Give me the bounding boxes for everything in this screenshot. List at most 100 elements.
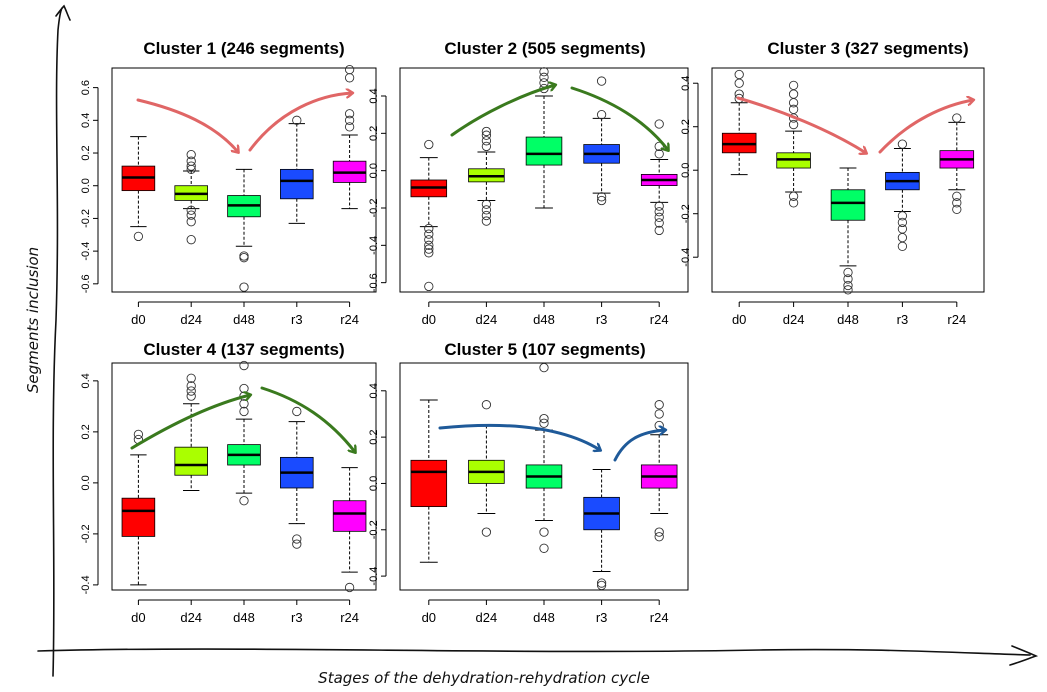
- panel-3: Cluster 3 (327 segments) -0.4 -0.2 0.0 0.2 0.…: [680, 39, 985, 327]
- outlier-point: [952, 191, 962, 201]
- plot-frame: [711, 67, 985, 293]
- outlier-point: [424, 281, 434, 292]
- x-tick-label: d0: [131, 610, 145, 625]
- y-tick-label: -0.4: [680, 248, 692, 267]
- outlier-point: [292, 406, 302, 417]
- y-tick-label: -0.2: [80, 209, 92, 228]
- panel-title: Cluster 4 (137 segments): [143, 340, 344, 359]
- box-d0: [410, 139, 448, 292]
- outlier-point: [788, 89, 799, 99]
- x-tick-label: d48: [233, 610, 255, 625]
- trend-arrow-2: [613, 430, 665, 462]
- outlier-point: [654, 201, 664, 211]
- y-tick-label: 0.4: [80, 113, 92, 128]
- y-tick-label: 0.4: [368, 88, 380, 103]
- outlier-point: [186, 156, 196, 166]
- x-tick-label: r24: [340, 312, 359, 327]
- box-d24: [776, 80, 811, 208]
- box-d0: [121, 429, 156, 586]
- y-tick-label: 0.0: [680, 163, 692, 178]
- y-tick-label: 0.2: [680, 119, 692, 134]
- outlier-point: [952, 204, 962, 215]
- box-d48: [830, 167, 866, 295]
- x-tick-label: d0: [732, 312, 746, 327]
- panels: Cluster 1 (246 segments) -0.6 -0.4 -0.2 0.0 0…: [80, 39, 985, 625]
- y-tick-label: -0.4: [368, 567, 380, 586]
- outlier-point: [897, 232, 908, 243]
- outlier-point: [596, 195, 607, 206]
- y-tick-label: 0.4: [680, 76, 692, 91]
- outlier-point: [186, 161, 196, 171]
- outlier-point: [424, 223, 434, 234]
- outlier-point: [654, 420, 664, 431]
- trend-arrow-1: [438, 423, 600, 450]
- y-tick-label: 0.2: [80, 424, 92, 439]
- outlier-point: [481, 527, 492, 537]
- outlier-point: [344, 115, 355, 125]
- outlier-point: [186, 210, 196, 220]
- outlier-point: [424, 235, 434, 245]
- outlier-point: [788, 191, 799, 201]
- box-r24: [640, 400, 678, 542]
- outlier-point: [186, 235, 196, 245]
- outlier-point: [654, 212, 664, 222]
- x-tick-label: r24: [947, 312, 966, 327]
- outlier-point: [596, 578, 607, 588]
- y-tick-label: 0.2: [368, 429, 380, 444]
- outlier-point: [424, 248, 434, 258]
- outlier-point: [239, 399, 249, 409]
- iqr-box: [121, 497, 156, 537]
- iqr-box: [332, 500, 367, 532]
- outlier-point: [734, 69, 744, 80]
- outlier-point: [654, 119, 664, 129]
- outlier-point: [843, 285, 853, 295]
- outlier-point: [186, 205, 196, 215]
- outlier-point: [952, 113, 962, 123]
- box-d48: [227, 168, 261, 292]
- outlier-point: [133, 429, 144, 440]
- outlier-point: [788, 98, 799, 108]
- panel-title: Cluster 3 (327 segments): [767, 39, 968, 58]
- outlier-point: [239, 496, 249, 506]
- outlier-point: [897, 224, 908, 234]
- plot-frame: [399, 67, 689, 293]
- iqr-box: [174, 446, 208, 476]
- outlier-point: [239, 383, 249, 394]
- outlier-point: [424, 244, 434, 254]
- outlier-point: [596, 580, 607, 591]
- box-r24: [939, 113, 975, 215]
- x-tick-label: r3: [291, 610, 303, 625]
- outlier-point: [424, 240, 434, 250]
- panel-2: Cluster 2 (505 segments) -0.6 -0.4 -0.2 0.0 0…: [368, 39, 689, 327]
- box-d0: [410, 399, 448, 563]
- outlier-point: [186, 217, 196, 227]
- trend-arrow-2: [570, 86, 668, 150]
- outlier-point: [788, 80, 799, 91]
- plot-frame: [111, 67, 377, 293]
- outlier-point: [481, 126, 492, 137]
- outlier-point: [239, 282, 249, 292]
- x-tick-label: d48: [233, 312, 255, 327]
- outlier-point: [481, 130, 492, 140]
- y-tick-label: 0.0: [368, 476, 380, 491]
- y-tick-label: 0.2: [80, 145, 92, 160]
- outlier-point: [654, 527, 664, 537]
- x-tick-label: r3: [897, 312, 909, 327]
- outlier-point: [186, 386, 196, 396]
- outlier-point: [897, 211, 908, 221]
- y-tick-label: -0.2: [368, 199, 380, 218]
- box-r24: [332, 467, 367, 593]
- iqr-box: [280, 168, 314, 200]
- outlier-point: [843, 274, 853, 284]
- outlier-point: [654, 207, 664, 217]
- y-tick-label: -0.2: [680, 204, 692, 223]
- outlier-point: [539, 67, 549, 77]
- trend-arrow-1: [136, 98, 238, 152]
- outlier-point: [239, 360, 249, 371]
- box-r24: [332, 64, 367, 210]
- box-d48: [525, 362, 563, 553]
- box-d24: [174, 373, 208, 492]
- outlier-point: [344, 64, 355, 75]
- trend-arrow-2: [248, 93, 352, 152]
- x-tick-label: d24: [783, 312, 805, 327]
